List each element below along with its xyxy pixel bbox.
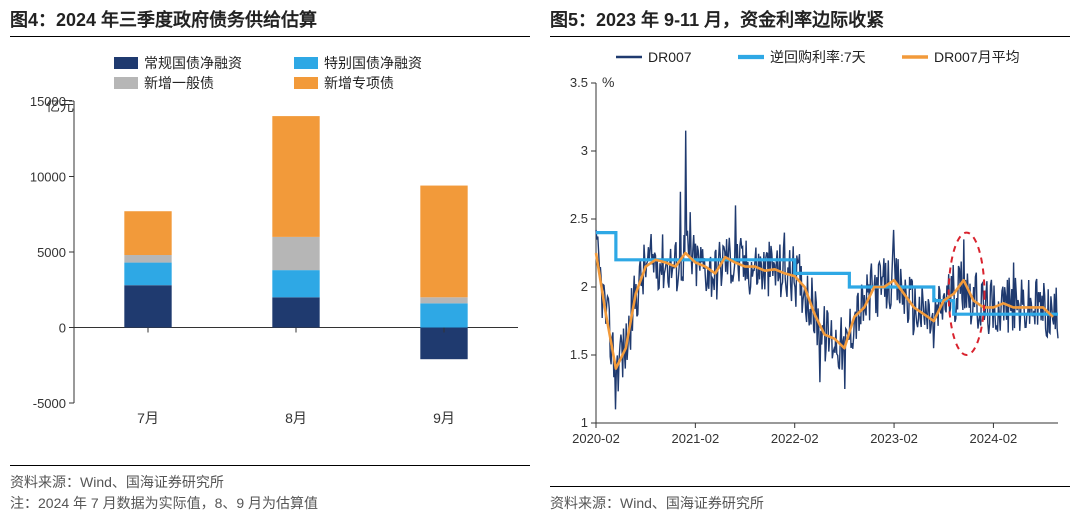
left-footer: 资料来源：Wind、国海证券研究所 注：2024 年 7 月数据为实际值，8、9…	[10, 465, 530, 514]
left-title-text: 图4：2024 年三季度政府债务供给估算	[10, 6, 317, 32]
left-chart-svg: 常规国债净融资特别国债净融资新增一般债新增专项债亿元-5000050001000…	[10, 43, 530, 433]
right-title: 图5：2023 年 9-11 月，资金利率边际收紧	[550, 6, 1070, 37]
svg-text:-5000: -5000	[33, 396, 66, 411]
svg-text:新增专项债: 新增专项债	[324, 75, 394, 91]
svg-text:3.5: 3.5	[570, 75, 588, 90]
right-chart-svg: DR007 逆回购利率:7天 DR007月平均% 1 1.5 2 2.5 3 3.5 2020-0…	[550, 43, 1070, 453]
right-footer: 资料来源：Wind、国海证券研究所	[550, 486, 1070, 514]
left-chart: 常规国债净融资特别国债净融资新增一般债新增专项债亿元-5000050001000…	[10, 43, 530, 463]
svg-text:1: 1	[581, 415, 588, 430]
svg-text:2.5: 2.5	[570, 211, 588, 226]
svg-text:5000: 5000	[37, 245, 66, 260]
svg-text:3: 3	[581, 143, 588, 158]
svg-text:2: 2	[581, 279, 588, 294]
right-source: 资料来源：Wind、国海证券研究所	[550, 493, 1070, 514]
left-source: 资料来源：Wind、国海证券研究所	[10, 472, 530, 493]
svg-text:2021-02: 2021-02	[671, 431, 719, 446]
svg-text:新增一般债: 新增一般债	[144, 75, 214, 91]
svg-text:2023-02: 2023-02	[870, 431, 918, 446]
svg-text:0: 0	[59, 321, 66, 336]
left-note: 注：2024 年 7 月数据为实际值，8、9 月为估算值	[10, 493, 530, 514]
svg-text:DR007月平均: DR007月平均	[934, 49, 1020, 65]
svg-text:7月: 7月	[137, 410, 159, 426]
svg-text:逆回购利率:7天: 逆回购利率:7天	[770, 49, 866, 65]
svg-text:8月: 8月	[285, 410, 307, 426]
left-title: 图4：2024 年三季度政府债务供给估算	[10, 6, 530, 37]
svg-text:%: %	[602, 74, 614, 90]
svg-text:10000: 10000	[30, 170, 66, 185]
svg-text:2020-02: 2020-02	[572, 431, 620, 446]
svg-text:15000: 15000	[30, 94, 66, 109]
right-title-text: 图5：2023 年 9-11 月，资金利率边际收紧	[550, 6, 884, 32]
svg-text:1.5: 1.5	[570, 347, 588, 362]
svg-text:9月: 9月	[433, 410, 455, 426]
svg-text:特别国债净融资: 特别国债净融资	[324, 55, 422, 71]
right-panel: 图5：2023 年 9-11 月，资金利率边际收紧 DR007逆回购利率:7天D…	[540, 0, 1080, 520]
right-chart: DR007 逆回购利率:7天 DR007月平均% 1 1.5 2 2.5 3 3.5 2020-0…	[550, 43, 1070, 484]
left-panel: 图4：2024 年三季度政府债务供给估算 常规国债净融资 特别国债净融资新增一般债…	[0, 0, 540, 520]
svg-text:2022-02: 2022-02	[771, 431, 819, 446]
svg-text:常规国债净融资: 常规国债净融资	[144, 55, 242, 71]
svg-text:2024-02: 2024-02	[970, 431, 1018, 446]
svg-text:DR007: DR007	[648, 49, 692, 65]
